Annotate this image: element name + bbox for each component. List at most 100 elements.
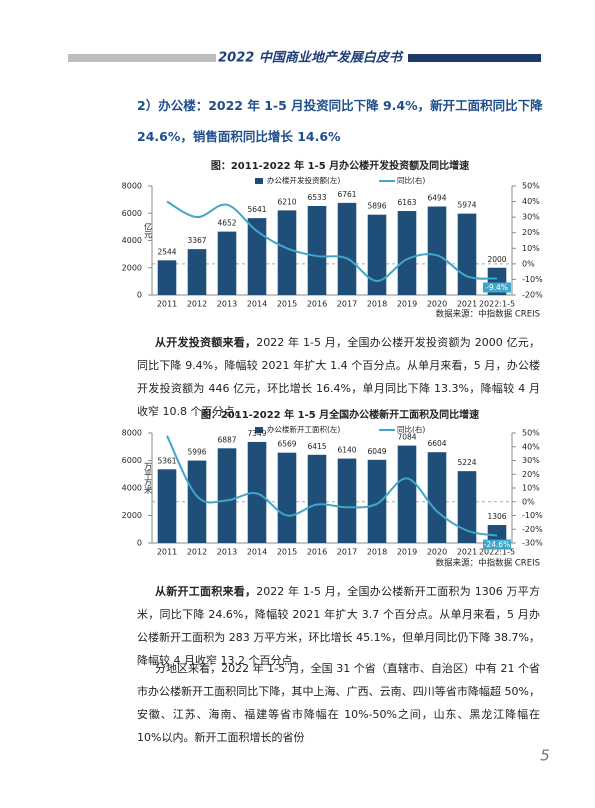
bar xyxy=(187,460,207,543)
y2-tick-label: -10% xyxy=(522,511,543,520)
bar-value-label: 3367 xyxy=(187,236,206,245)
y2-tick-label: 10% xyxy=(522,244,540,253)
y2-tick-label: -10% xyxy=(522,275,543,284)
bar-value-label: 5996 xyxy=(187,448,206,457)
y2-tick-label: 50% xyxy=(522,429,540,438)
x-tick-label: 2011 xyxy=(157,548,177,557)
value-label-bg xyxy=(483,282,511,293)
x-tick-label: 2022:1-5 xyxy=(479,300,515,309)
paragraph-text: 2022 年 1-5 月，全国办公楼新开工面积为 1306 万平方米，同比下降 … xyxy=(137,585,541,667)
bar-value-label: 5974 xyxy=(457,201,476,210)
bar-value-label: 6494 xyxy=(427,194,446,203)
header-bar-left xyxy=(68,54,216,62)
legend-swatch xyxy=(255,178,263,184)
y-tick-label: 4000 xyxy=(122,484,142,493)
x-tick-label: 2016 xyxy=(307,300,327,309)
x-tick-label: 2021 xyxy=(457,300,477,309)
source: 数据来源：中指数据 CREIS xyxy=(436,558,540,569)
legend-label: 办公楼开发投资额(左) xyxy=(267,175,340,185)
bar-value-label: 6533 xyxy=(307,193,326,202)
y-tick-label: 2000 xyxy=(122,263,142,272)
y-axis-label: 万平方米 xyxy=(144,462,153,495)
bar xyxy=(187,249,207,295)
x-tick-label: 2021 xyxy=(457,548,477,557)
x-tick-label: 2013 xyxy=(217,300,237,309)
bar-value-label: 6140 xyxy=(337,446,356,455)
bar-value-label: 2544 xyxy=(157,247,176,256)
bar-value-label: 6049 xyxy=(367,447,386,456)
y2-tick-label: 40% xyxy=(522,442,540,451)
y2-tick-label: 20% xyxy=(522,228,540,237)
bar xyxy=(397,445,417,543)
bar-value-label: 6569 xyxy=(277,440,296,449)
bar xyxy=(247,218,267,295)
bar-value-label: 7349 xyxy=(247,429,266,438)
bar xyxy=(367,214,387,295)
y2-tick-label: -20% xyxy=(522,525,543,534)
y-tick-label: 6000 xyxy=(122,456,142,465)
y-tick-label: 8000 xyxy=(122,429,142,438)
bar xyxy=(427,206,447,295)
y-tick-label: 0 xyxy=(137,539,142,548)
y-tick-label: 2000 xyxy=(122,511,142,520)
bar-value-label: 6163 xyxy=(397,198,416,207)
source: 数据来源：中指数据 CREIS xyxy=(436,309,540,320)
paragraph-text: 2022 年 1-5 月，全国办公楼开发投资额为 2000 亿元，同比下降 9.… xyxy=(137,336,541,418)
legend-label: 同比(右) xyxy=(397,175,425,185)
bar-value-label: 6415 xyxy=(307,442,326,451)
paragraph: 从新开工面积来看，2022 年 1-5 月，全国办公楼新开工面积为 1306 万… xyxy=(137,580,540,672)
section-heading: 2）办公楼：2022 年 1-5 月投资同比下降 9.4%，新开工面积同比下降 … xyxy=(137,98,543,144)
bar-value-label: 6887 xyxy=(217,435,236,444)
bar xyxy=(487,525,507,543)
paragraph: 分地区来看，2022 年 1-5 月，全国 31 个省（直辖市、自治区）中有 2… xyxy=(137,657,540,749)
y2-tick-label: 20% xyxy=(522,470,540,479)
bar xyxy=(307,454,327,543)
y2-tick-label: 50% xyxy=(522,182,540,191)
x-tick-label: 2018 xyxy=(367,300,387,309)
bar xyxy=(457,213,477,295)
bar-value-label: 5361 xyxy=(157,456,176,465)
chart-title: 图：2011-2022 年 1-5 月全国办公楼新开工面积及同比增速 xyxy=(201,408,479,421)
x-tick-label: 2013 xyxy=(217,548,237,557)
legend-label: 同比(右) xyxy=(397,424,425,434)
paragraph-text: 分地区来看，2022 年 1-5 月，全国 31 个省（直辖市、自治区）中有 2… xyxy=(137,662,540,744)
bar xyxy=(157,260,177,295)
bar xyxy=(217,231,237,295)
value-label-bg xyxy=(483,539,511,550)
x-tick-label: 2016 xyxy=(307,548,327,557)
y-axis-label: 亿元 xyxy=(144,222,153,240)
x-tick-label: 2022:1-5 xyxy=(479,548,515,557)
bar xyxy=(457,471,477,543)
x-tick-label: 2020 xyxy=(427,548,447,557)
x-tick-label: 2011 xyxy=(157,300,177,309)
bar-value-label: 6210 xyxy=(277,197,296,206)
x-tick-label: 2020 xyxy=(427,300,447,309)
y2-tick-label: 30% xyxy=(522,213,540,222)
bar-value-label: 2000 xyxy=(487,255,506,264)
x-tick-label: 2018 xyxy=(367,548,387,557)
y-tick-label: 0 xyxy=(137,291,142,300)
y2-tick-label: 0% xyxy=(522,497,535,506)
legend-swatch xyxy=(255,427,263,433)
header-bar-right xyxy=(408,54,541,62)
bar-value-label: 5896 xyxy=(367,202,386,211)
x-tick-label: 2012 xyxy=(187,300,207,309)
bar xyxy=(427,452,447,543)
x-tick-label: 2015 xyxy=(277,300,297,309)
bar-value-label: 5224 xyxy=(457,458,476,467)
x-tick-label: 2017 xyxy=(337,300,357,309)
y2-tick-label: 10% xyxy=(522,484,540,493)
x-tick-label: 2015 xyxy=(277,548,297,557)
x-tick-label: 2014 xyxy=(247,300,267,309)
y2-tick-label: 0% xyxy=(522,259,535,268)
x-tick-label: 2019 xyxy=(397,548,417,557)
growth-line xyxy=(166,435,498,537)
growth-line xyxy=(166,200,498,282)
bar-value-label: 6604 xyxy=(427,439,446,448)
y2-tick-label: -20% xyxy=(522,291,543,300)
y-tick-label: 6000 xyxy=(122,209,142,218)
bar xyxy=(217,448,237,543)
paragraph-lead: 从开发投资额来看， xyxy=(155,336,257,349)
chart-title: 图：2011-2022 年 1-5 月办公楼开发投资额及同比增速 xyxy=(211,159,469,172)
